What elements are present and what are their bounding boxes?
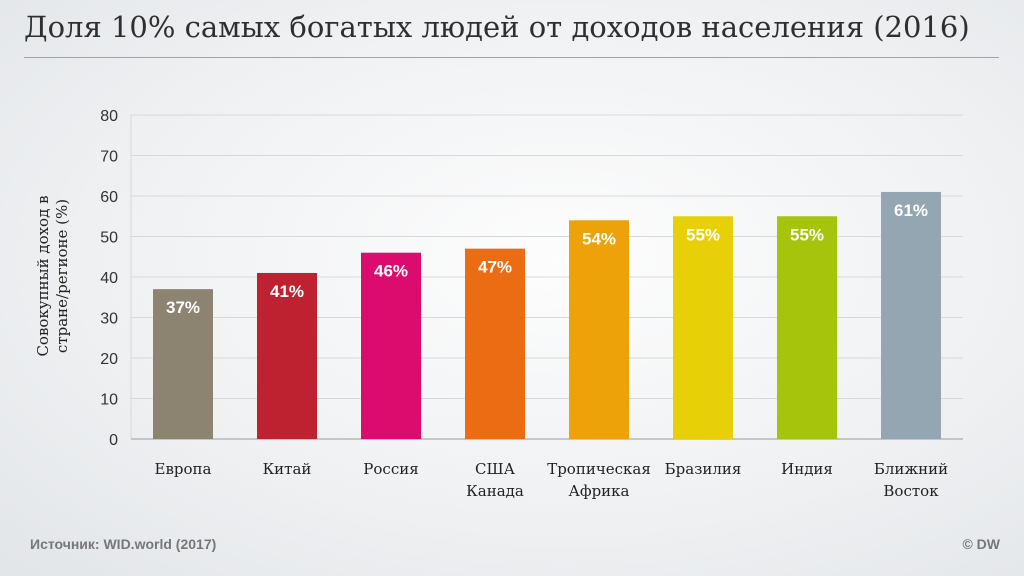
y-tick-label: 10 — [100, 392, 118, 409]
data-label: 37% — [166, 298, 200, 317]
x-tick-label: Европа — [155, 460, 212, 478]
y-tick-label: 40 — [100, 270, 118, 287]
x-tick-label: Тропическая Африка — [547, 460, 651, 500]
y-tick-label: 20 — [100, 351, 118, 368]
bar — [777, 216, 837, 439]
bar — [361, 252, 421, 439]
bar — [673, 216, 733, 439]
data-label: 54% — [582, 229, 616, 248]
dw-credit: © DW — [962, 536, 1000, 552]
y-tick-label: 50 — [100, 230, 118, 247]
data-label: 61% — [894, 201, 928, 220]
y-tick-label: 70 — [100, 149, 118, 166]
y-tick-label: 30 — [100, 311, 118, 328]
y-tick-label: 60 — [100, 189, 118, 206]
x-tick-label: США Канада — [466, 460, 524, 500]
x-tick-label: Ближний Восток — [874, 460, 948, 500]
bar — [153, 289, 213, 439]
chart-title: Доля 10% самых богатых людей от доходов … — [24, 10, 970, 44]
x-tick-label: Индия — [781, 460, 833, 478]
source-note: Источник: WID.world (2017) — [30, 536, 217, 552]
bar — [257, 272, 317, 439]
bar — [569, 220, 629, 439]
x-tick-label: Россия — [363, 460, 418, 478]
data-label: 41% — [270, 282, 304, 301]
y-tick-label: 80 — [100, 108, 118, 125]
bar — [881, 191, 941, 439]
y-axis-title: Совокупный доход встране/регионе (%) — [34, 195, 71, 356]
title-divider — [24, 57, 999, 58]
y-tick-label: 0 — [109, 432, 118, 449]
bar — [465, 248, 525, 439]
data-label: 55% — [686, 225, 720, 244]
data-label: 55% — [790, 225, 824, 244]
x-tick-label: Китай — [263, 460, 312, 478]
data-label: 47% — [478, 258, 512, 277]
data-label: 46% — [374, 262, 408, 281]
x-tick-label: Бразилия — [665, 460, 742, 478]
